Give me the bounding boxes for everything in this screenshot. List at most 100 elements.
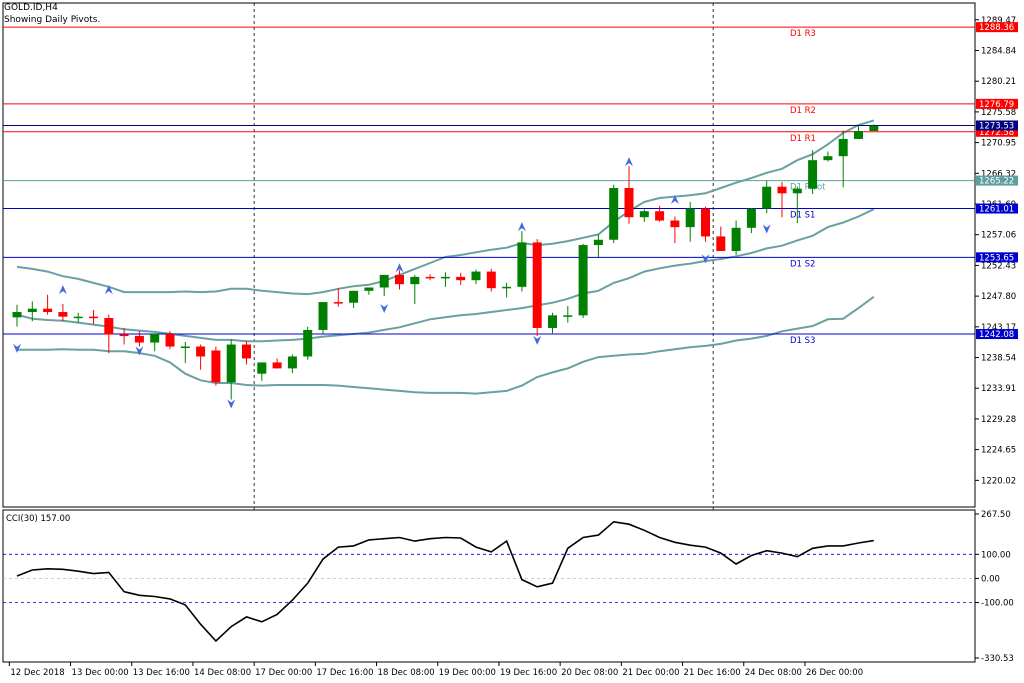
fractal-up-arrow	[517, 222, 526, 232]
candle-body[interactable]	[517, 242, 527, 287]
candle-body[interactable]	[854, 130, 863, 139]
price-tick-label: 1247.80	[981, 292, 1016, 302]
candle-body[interactable]	[349, 290, 359, 303]
fractal-up-arrow	[58, 285, 67, 295]
cci-line	[16, 520, 874, 643]
price-tick-label: 1284.84	[981, 46, 1016, 56]
chart-subtitle: Showing Daily Pivots.	[4, 15, 101, 25]
price-tick-label: 1229.28	[981, 415, 1016, 425]
candle-body[interactable]	[532, 242, 542, 328]
time-tick-label: 26 Dec 00:00	[806, 668, 863, 678]
chart-symbol-label: GOLD.ID,H4	[4, 3, 58, 13]
candle-body[interactable]	[838, 138, 848, 157]
price-tick-label: 1252.43	[981, 261, 1016, 271]
candle-body[interactable]	[89, 316, 98, 319]
candle-body[interactable]	[869, 125, 879, 131]
pivot-price-box	[976, 98, 1018, 109]
candle-body[interactable]	[364, 287, 374, 291]
candle-body[interactable]	[333, 302, 343, 304]
candle-body[interactable]	[792, 188, 802, 194]
candle-body[interactable]	[58, 312, 68, 317]
time-tick-label: 14 Dec 08:00	[194, 668, 251, 678]
candle-body[interactable]	[823, 156, 833, 161]
pivot-price-box	[976, 126, 1018, 137]
pivot-price-label: 1253.65	[979, 253, 1014, 263]
candle-body[interactable]	[639, 211, 649, 218]
candle-body[interactable]	[762, 186, 772, 209]
fractal-down-arrow	[380, 304, 389, 314]
fractal-up-arrow	[670, 194, 679, 204]
pivot-label: D1 R1	[790, 134, 816, 144]
cci-title: CCI(30) 157.00	[6, 514, 70, 524]
pivot-price-box	[976, 329, 1018, 340]
candle-body[interactable]	[119, 334, 129, 337]
candle-body[interactable]	[655, 211, 665, 221]
candle-body[interactable]	[410, 276, 420, 285]
price-tick-label: 1275.58	[981, 108, 1016, 118]
candle-body[interactable]	[196, 346, 206, 357]
candle-body[interactable]	[685, 208, 695, 228]
candle-body[interactable]	[456, 276, 466, 281]
candle-body[interactable]	[12, 312, 22, 318]
time-tick-label: 13 Dec 00:00	[72, 668, 129, 678]
candle-body[interactable]	[226, 344, 236, 383]
candle-body[interactable]	[257, 362, 267, 374]
time-tick-label: 12 Dec 2018	[10, 668, 64, 678]
time-tick-label: 13 Dec 16:00	[133, 668, 190, 678]
candle-body[interactable]	[379, 274, 389, 288]
candle-body[interactable]	[272, 362, 282, 369]
pivot-price-box	[976, 22, 1018, 33]
candle-body[interactable]	[180, 346, 190, 349]
candle-body[interactable]	[73, 316, 83, 319]
candle-body[interactable]	[746, 208, 756, 228]
candle-body[interactable]	[670, 220, 680, 228]
main-chart-area[interactable]: D1 R3 D1 R2 D1 R1 D1 Pivot D1 S1 D1 S2 D1 S3	[2, 2, 976, 662]
fractal-down-arrow	[135, 346, 144, 356]
candle-body[interactable]	[303, 329, 313, 357]
fractal-down-arrow	[13, 343, 21, 353]
current-price-box	[976, 120, 1018, 131]
candle-body[interactable]	[104, 318, 114, 335]
candle-body[interactable]	[27, 308, 37, 313]
price-tick-label: 1257.06	[981, 231, 1016, 241]
candle-body[interactable]	[165, 333, 175, 347]
pivot-price-box	[976, 203, 1018, 214]
candle-body[interactable]	[150, 333, 160, 343]
price-tick-label: 1220.02	[981, 476, 1016, 486]
candle-body[interactable]	[563, 315, 573, 317]
candle-body[interactable]	[731, 227, 741, 252]
candle-body[interactable]	[395, 274, 404, 285]
candle-body[interactable]	[624, 188, 634, 218]
cci-indicator-area[interactable]: CCI(30) 157.00	[2, 509, 976, 663]
candle-body[interactable]	[593, 239, 603, 246]
pivot-price-label: 1276.79	[979, 100, 1014, 110]
candle-body[interactable]	[43, 308, 53, 313]
candle-body[interactable]	[716, 236, 726, 252]
fractal-down-arrow	[701, 254, 710, 264]
cci-tick-label: -330.53	[981, 654, 1014, 664]
candle-body[interactable]	[502, 286, 512, 289]
candle-body[interactable]	[486, 271, 496, 289]
candle-body[interactable]	[808, 160, 818, 189]
candle-body[interactable]	[701, 208, 710, 237]
candle-body[interactable]	[440, 276, 450, 279]
pivot-price-label: 1288.36	[979, 23, 1014, 33]
candle-body[interactable]	[777, 186, 787, 194]
candle-body[interactable]	[609, 188, 619, 240]
fractal-down-arrow	[227, 399, 236, 409]
candle-body[interactable]	[578, 245, 588, 316]
pivot-price-box	[976, 252, 1018, 263]
candle-body[interactable]	[242, 344, 251, 359]
time-tick-label: 21 Dec 00:00	[622, 668, 679, 678]
pivot-label: D1 S3	[790, 336, 815, 346]
candle-body[interactable]	[548, 315, 557, 328]
candle-body[interactable]	[211, 350, 221, 383]
main-chart-frame	[2, 2, 976, 508]
candle-body[interactable]	[471, 271, 481, 281]
candle-body[interactable]	[425, 276, 435, 279]
candle-body[interactable]	[318, 302, 328, 330]
candle-body[interactable]	[134, 335, 144, 343]
time-tick-label: 19 Dec 00:00	[439, 668, 496, 678]
candle-body[interactable]	[287, 356, 297, 369]
